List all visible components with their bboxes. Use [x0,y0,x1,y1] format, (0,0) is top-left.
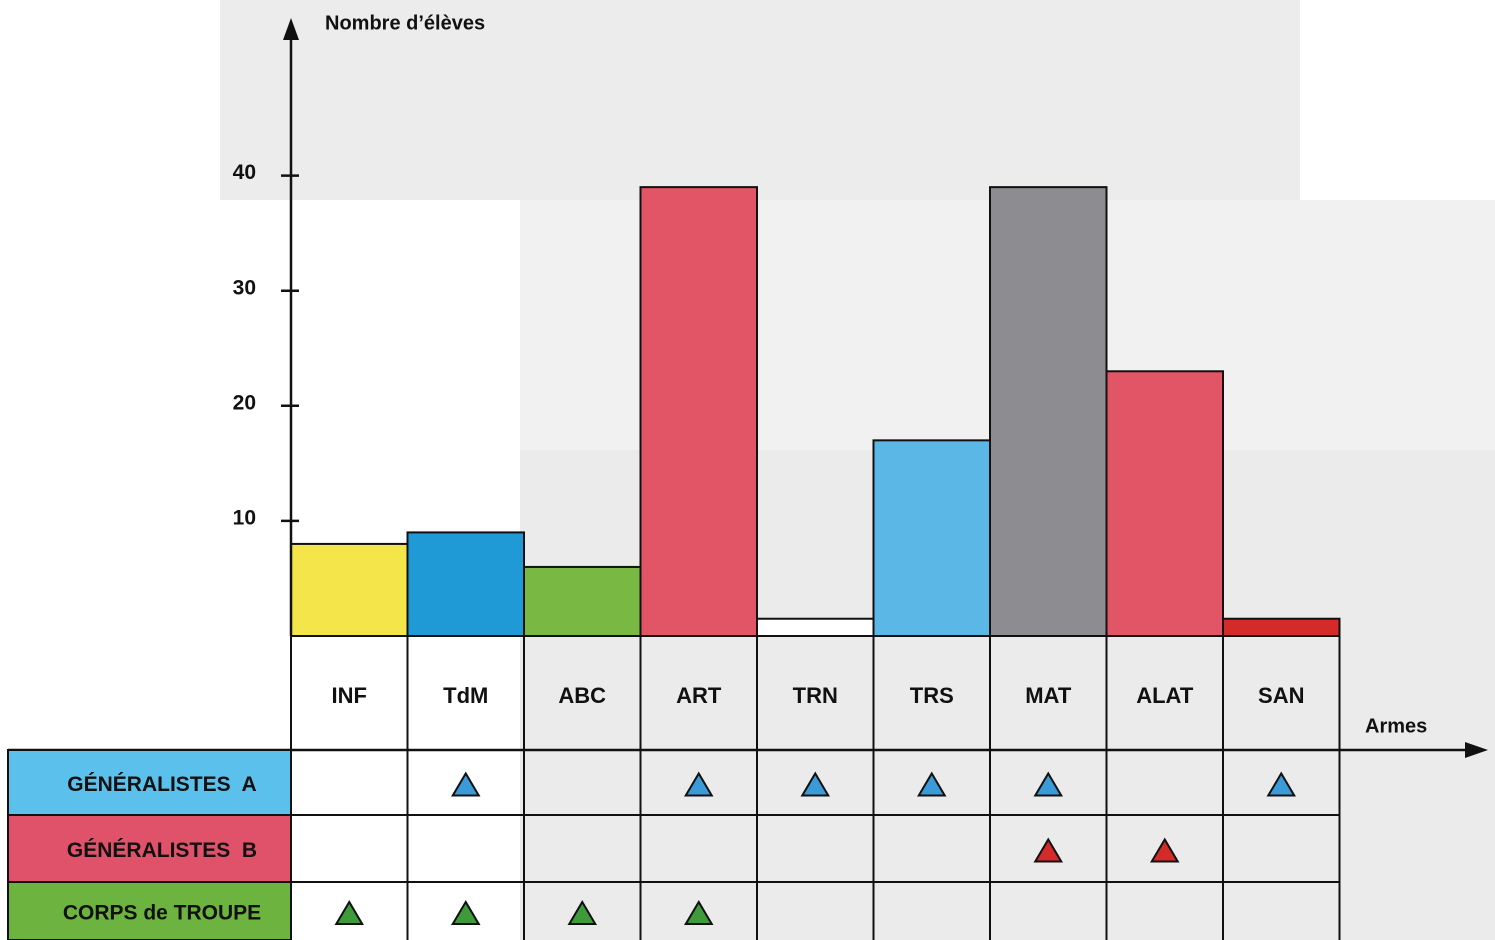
triangle-mark [683,900,714,925]
y-tick-label: 40 [233,161,256,184]
bar [406,531,525,638]
x-axis-label: Armes [1365,715,1427,737]
y-tick-label: 30 [233,276,256,299]
x-tick-label: TRN [793,683,838,708]
bar [290,542,409,637]
triangle-mark [334,900,365,925]
bar [872,439,991,637]
bar [639,186,758,637]
y-tick-label: 20 [233,391,256,414]
bar [1222,617,1341,637]
x-tick-label: INF [332,683,367,708]
row-header [7,881,292,940]
triangle-mark [567,900,598,925]
triangle-mark [800,771,831,797]
triangle-mark [450,771,481,797]
triangle-mark [683,771,714,797]
x-tick-label: TdM [443,683,488,708]
bar [756,617,875,637]
bar [989,186,1108,637]
y-axis-label: Nombre d’élèves [325,12,485,34]
x-tick-label: ART [676,683,722,708]
y-axis-arrow [283,18,299,40]
x-tick-label: MAT [1025,683,1072,708]
row-label: GÉNÉRALISTES A [67,773,256,796]
x-tick-label: SAN [1258,683,1304,708]
row-label: GÉNÉRALISTES B [67,839,257,862]
x-tick-label: TRS [910,683,954,708]
row-header [7,814,292,883]
row-header [7,749,292,816]
bar [1105,370,1224,637]
triangle-mark [1033,837,1064,863]
bar [523,565,642,638]
x-tick-label: ABC [558,683,606,708]
x-tick-label: ALAT [1136,683,1194,708]
triangle-mark [916,771,947,797]
triangle-mark [1149,837,1180,863]
triangle-mark [1266,771,1297,797]
triangle-mark [1033,771,1064,797]
background-photo [220,0,1300,200]
row-label: CORPS de TROUPE [63,902,261,925]
x-axis-arrow [1465,742,1488,758]
triangle-mark [450,900,481,925]
y-tick-label: 10 [233,506,256,529]
